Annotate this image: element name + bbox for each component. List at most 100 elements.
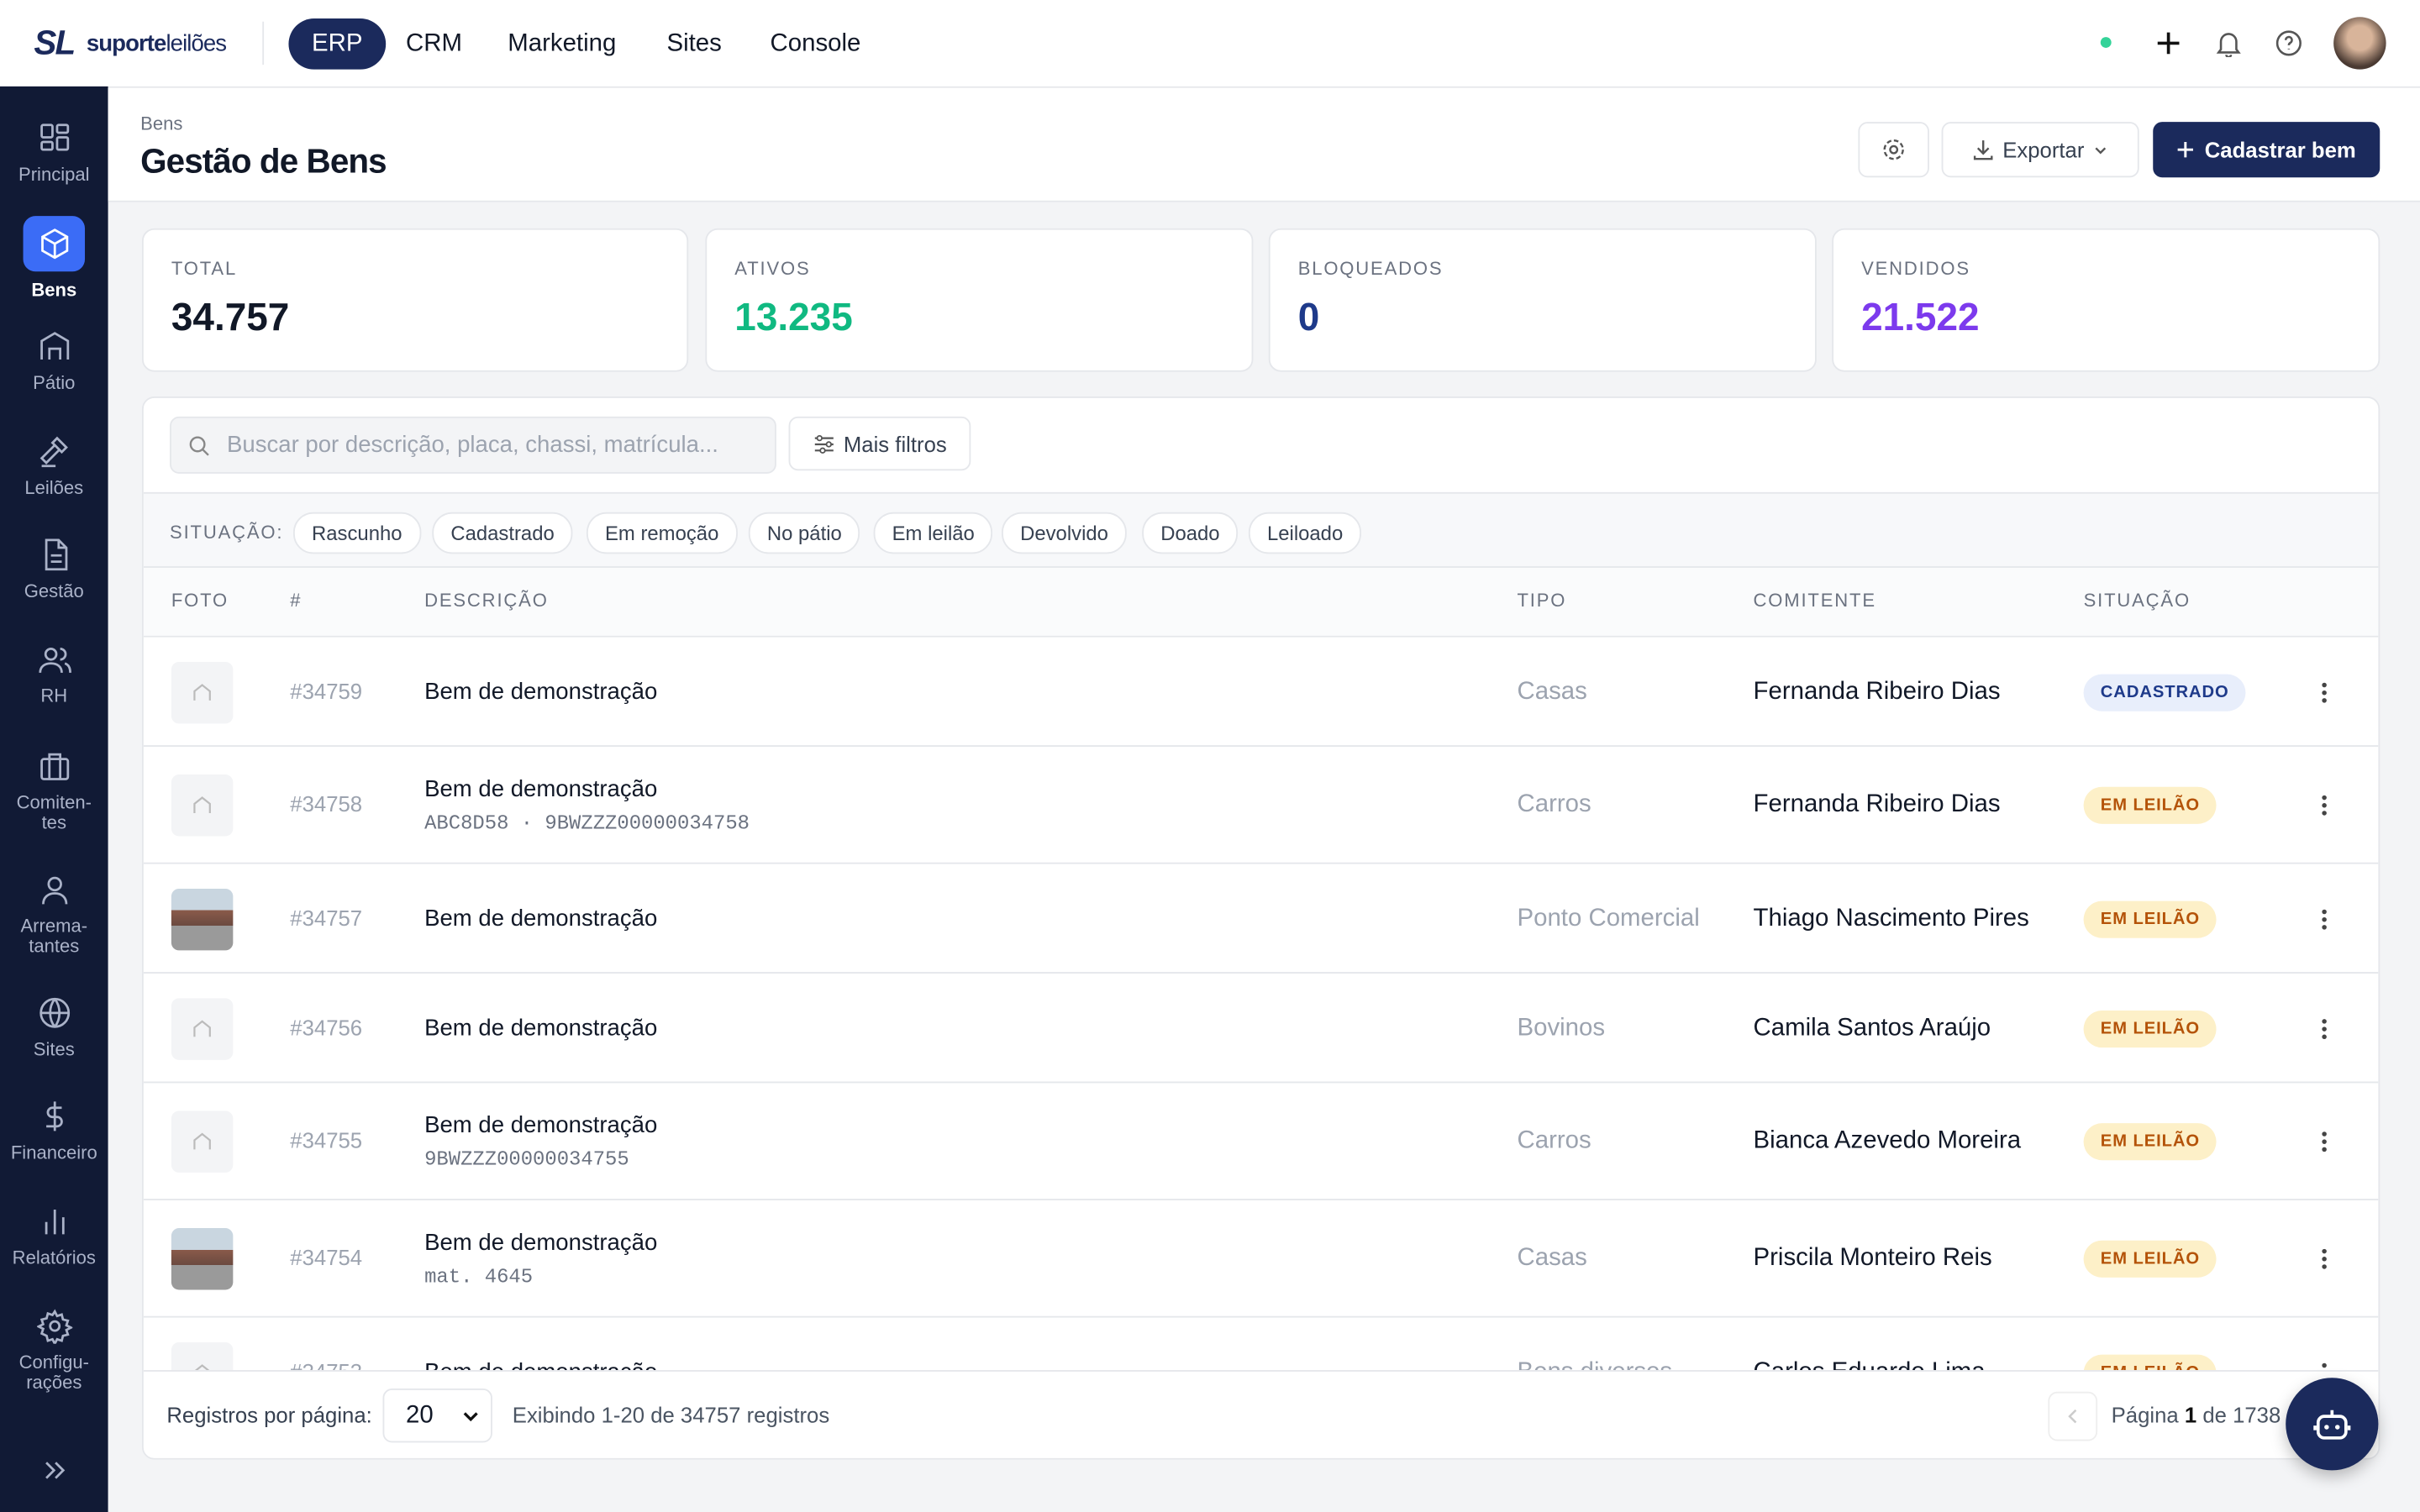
sidebar-icon [23,216,86,272]
sidebar-label: Sites [33,1038,75,1060]
row-consignor: Priscila Monteiro Reis [1753,1245,1992,1272]
sidebar-label: Comiten- [16,791,92,813]
sidebar-item[interactable]: Financeiro [0,1099,108,1163]
prev-page[interactable] [2048,1391,2098,1441]
sidebar-item[interactable]: Pátio [0,328,108,393]
filter-chip[interactable]: Doado [1142,512,1239,554]
status-badge: EM LEILÃO [2083,1123,2217,1161]
table-row[interactable]: #34757 Bem de demonstração Ponto Comercial… [143,862,2379,974]
status-badge: EM LEILÃO [2083,786,2217,824]
logo: SL [34,23,76,62]
column-header: FOTO [171,589,229,612]
status-badge: EM LEILÃO [2083,1353,2217,1371]
row-type: Ponto Comercial [1517,905,1700,932]
sidebar-label: tes [41,811,66,833]
stat-value: 13.235 [734,296,853,340]
export-button[interactable]: Exportar [1941,122,2139,178]
more-filters-label: Mais filtros [843,431,947,456]
row-id: #34757 [290,905,363,930]
sidebar-item[interactable]: Principal [0,120,108,185]
column-header: TIPO [1517,589,1567,612]
add-button[interactable] [2153,28,2184,59]
row-menu[interactable] [2320,1016,2329,1047]
row-menu[interactable] [2320,906,2329,937]
nav-tab[interactable]: Sites [666,30,722,57]
sidebar-label: Leilões [24,476,84,499]
row-id: #34754 [290,1245,363,1270]
filter-chip[interactable]: No pátio [748,512,860,554]
row-type: Carros [1517,791,1591,818]
filter-chip[interactable]: Em remoção [586,512,738,554]
table-row[interactable]: #34754 Bem de demonstração mat. 4645 Casas P… [143,1199,2379,1317]
table-row[interactable]: #34755 Bem de demonstração 9BWZZZ000000347… [143,1081,2379,1200]
table-row[interactable]: #34759 Bem de demonstração Casas Fernanda R… [143,635,2379,747]
per-page-select[interactable]: 20 [382,1389,492,1443]
filter-chip[interactable]: Em leilão [873,512,993,554]
help[interactable] [2275,29,2302,57]
sidebar-item[interactable]: RH [0,642,108,706]
row-description: Bem de demonstração [424,1014,658,1041]
sidebar-label: Pátio [33,371,76,394]
sidebar-label: tantes [29,935,80,957]
row-description: Bem de demonstração [424,678,658,705]
sidebar-item[interactable]: Arrema-tantes [0,872,108,957]
row-menu[interactable] [2320,680,2329,711]
notifications[interactable] [2215,29,2243,57]
thumbnail [171,1110,234,1173]
filter-chip[interactable]: Leiloado [1248,512,1362,554]
brand-bold: suporte [86,30,167,57]
nav-tab[interactable]: CRM [406,30,462,57]
status-badge: EM LEILÃO [2083,1010,2217,1047]
more-filters[interactable]: Mais filtros [788,416,971,471]
expand-sidebar[interactable] [42,1460,66,1482]
table-row[interactable]: #34758 Bem de demonstração ABC8D58 · 9BWZZ… [143,745,2379,864]
filter-chip[interactable]: Rascunho [292,512,421,554]
row-consignor: Thiago Nascimento Pires [1753,905,2029,932]
filter-chip[interactable]: Devolvido [1002,512,1127,554]
sidebar-label: Arrema- [20,915,88,937]
table-row[interactable]: #34753 Bem de demonstração Bens diversos Ca… [143,1315,2379,1371]
sidebar-item[interactable]: Bens [0,216,108,301]
filter-chip[interactable]: Cadastrado [432,512,573,554]
row-menu[interactable] [2320,1129,2329,1160]
sidebar-label: Bens [31,279,77,302]
search-input[interactable]: Buscar por descrição, placa, chassi, mat… [170,416,776,474]
sidebar-item[interactable]: Gestão [0,537,108,601]
sidebar: Principal Bens Pátio Leilões Gestão RH Comiten… [0,86,108,1512]
row-id: #34756 [290,1014,363,1040]
stat-card: ATIVOS 13.235 [705,228,1254,372]
create-button[interactable]: Cadastrar bem [2153,122,2381,178]
nav-tab[interactable]: ERP [288,18,387,70]
row-description: Bem de demonstração [424,905,658,932]
row-description: Bem de demonstração [424,1112,658,1139]
sidebar-item[interactable]: Relatórios [0,1204,108,1268]
table-header [143,566,2379,638]
column-header: COMITENTE [1753,589,1876,612]
search-placeholder: Buscar por descrição, placa, chassi, mat… [227,432,718,459]
assistant-button[interactable] [2286,1378,2379,1471]
brand: suporteleilões [86,30,227,57]
row-menu[interactable] [2320,793,2329,824]
thumbnail [171,1228,234,1290]
nav-tab[interactable]: Marketing [508,30,617,57]
settings-button[interactable] [1858,122,1929,178]
column-header: # [290,589,302,612]
table-row[interactable]: #34756 Bem de demonstração Bovinos Camila S… [143,972,2379,1083]
row-type: Casas [1517,1245,1587,1272]
sidebar-item[interactable]: Configu-rações [0,1309,108,1394]
row-menu[interactable] [2320,1360,2329,1370]
sidebar-item[interactable]: Sites [0,995,108,1060]
row-type: Carros [1517,1127,1591,1154]
row-menu[interactable] [2320,1247,2329,1278]
row-type: Casas [1517,678,1587,705]
page-label: Página [2111,1402,2179,1427]
avatar[interactable] [2333,17,2386,70]
breadcrumb: Bens [140,113,183,134]
row-type: Bovinos [1517,1014,1606,1041]
table-footer: Registros por página: 20 Exibindo 1-20 d… [143,1370,2379,1458]
sidebar-item[interactable]: Leilões [0,433,108,498]
nav-tab[interactable]: Console [770,30,861,57]
sidebar-item[interactable]: Comiten-tes [0,748,108,833]
page-number: 1 [2184,1402,2197,1427]
row-detail: mat. 4645 [424,1265,534,1289]
